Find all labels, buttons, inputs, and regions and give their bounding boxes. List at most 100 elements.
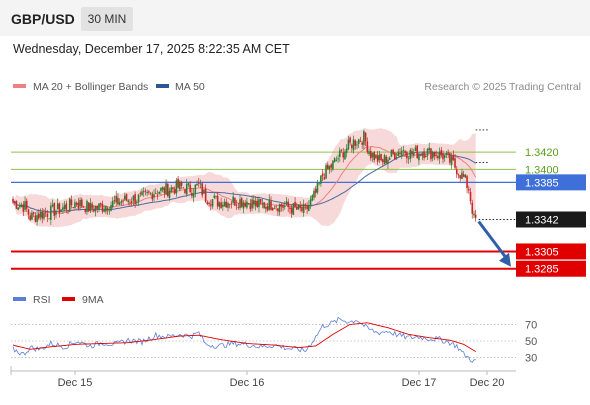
candle-body — [383, 155, 386, 165]
candle-body — [433, 152, 436, 157]
candle-body — [130, 201, 133, 203]
candle-body — [278, 203, 281, 213]
candle-body — [132, 195, 135, 201]
candle-body — [179, 181, 181, 190]
candle-body — [29, 215, 31, 220]
candle-body — [65, 203, 68, 210]
bollinger-band-fill — [13, 127, 476, 228]
candle-body — [98, 203, 100, 210]
candle-body — [392, 149, 394, 154]
candle-body — [406, 152, 408, 159]
candle-body — [111, 200, 114, 208]
candle-body — [141, 191, 143, 196]
candle-body — [382, 159, 384, 163]
last-price-label: 1.3342 — [525, 215, 559, 227]
candle-body — [146, 191, 148, 194]
candle-body — [421, 152, 424, 157]
resistance-label-1.3400: 1.3400 — [525, 164, 559, 176]
bollinger-bands — [13, 127, 476, 228]
candle-body — [326, 164, 329, 170]
candle-body — [265, 206, 267, 209]
candle-body — [86, 200, 88, 212]
candle-body — [301, 207, 303, 212]
candle-body — [13, 201, 16, 203]
candle-body — [313, 190, 315, 198]
candle-body — [110, 205, 112, 211]
candle-body — [454, 158, 456, 168]
candle-body — [142, 191, 145, 193]
candle-body — [373, 152, 375, 161]
timeframe-badge[interactable] — [81, 7, 133, 31]
candle-body — [44, 212, 47, 214]
candle-body — [404, 151, 406, 154]
candle-body — [468, 189, 470, 191]
candle-body — [232, 196, 234, 203]
candle-body — [151, 193, 154, 200]
x-axis: Dec 15 Dec 16 Dec 17 Dec 20 — [10, 366, 504, 389]
candle-body — [160, 187, 162, 192]
candle-body — [17, 207, 19, 210]
scenario-arrow-shaft — [477, 220, 508, 259]
candle-body — [67, 210, 69, 212]
candle-body — [330, 164, 332, 168]
candle-body — [280, 204, 283, 207]
candle-body — [72, 207, 74, 208]
candle-body — [253, 200, 255, 205]
rsi-legend-swatch — [13, 297, 26, 301]
candle-body — [302, 204, 305, 213]
candle-body — [87, 202, 90, 212]
candle-body — [220, 202, 222, 209]
candle-body — [185, 184, 188, 195]
candle-body — [263, 202, 265, 209]
candle-body — [364, 132, 367, 142]
candle-body — [273, 208, 276, 210]
candle-body — [239, 199, 241, 208]
candles — [12, 129, 477, 226]
candle-body — [474, 214, 477, 218]
candle-body — [113, 200, 116, 202]
datetime-label: Wednesday, December 17, 2025 8:22:35 AM … — [13, 42, 290, 56]
candle-body — [254, 200, 257, 207]
candle-body — [218, 202, 221, 207]
candle-body — [462, 174, 465, 177]
candle-body — [323, 177, 326, 180]
legend-ma20-swatch — [13, 84, 26, 88]
candle-body — [75, 202, 78, 205]
candle-body — [31, 212, 33, 220]
candle-body — [247, 203, 250, 204]
candle-body — [206, 202, 209, 205]
candle-body — [378, 154, 381, 161]
candle-body — [438, 151, 441, 159]
candle-body — [282, 204, 284, 208]
candle-body — [210, 204, 212, 206]
support-label-1.3305: 1.3305 — [525, 246, 559, 258]
candle-body — [173, 188, 176, 194]
credit-label: Research © 2025 Trading Central — [424, 81, 581, 93]
candle-body — [34, 215, 37, 222]
candle-body — [94, 206, 97, 212]
candle-body — [380, 153, 382, 161]
scenario-arrow-head — [499, 252, 511, 267]
pivot-label: 1.3385 — [525, 177, 559, 189]
candle-body — [289, 207, 291, 209]
candle-body — [77, 202, 80, 208]
candle-body — [165, 183, 167, 195]
candle-body — [81, 199, 83, 207]
candle-body — [464, 175, 467, 178]
candle-body — [445, 153, 448, 155]
candle-body — [345, 148, 348, 153]
candle-body — [339, 150, 341, 157]
candle-body — [215, 196, 217, 197]
candle-body — [352, 139, 355, 151]
candle-body — [375, 154, 377, 159]
candle-body — [388, 157, 391, 160]
candle-body — [314, 188, 317, 193]
candle-body — [199, 183, 202, 185]
candle-body — [469, 191, 472, 202]
rsi-panel: 70 50 30 — [11, 316, 537, 365]
candle-body — [447, 152, 449, 154]
candle-body — [258, 199, 260, 208]
candle-body — [435, 155, 437, 157]
candle-body — [197, 182, 200, 184]
